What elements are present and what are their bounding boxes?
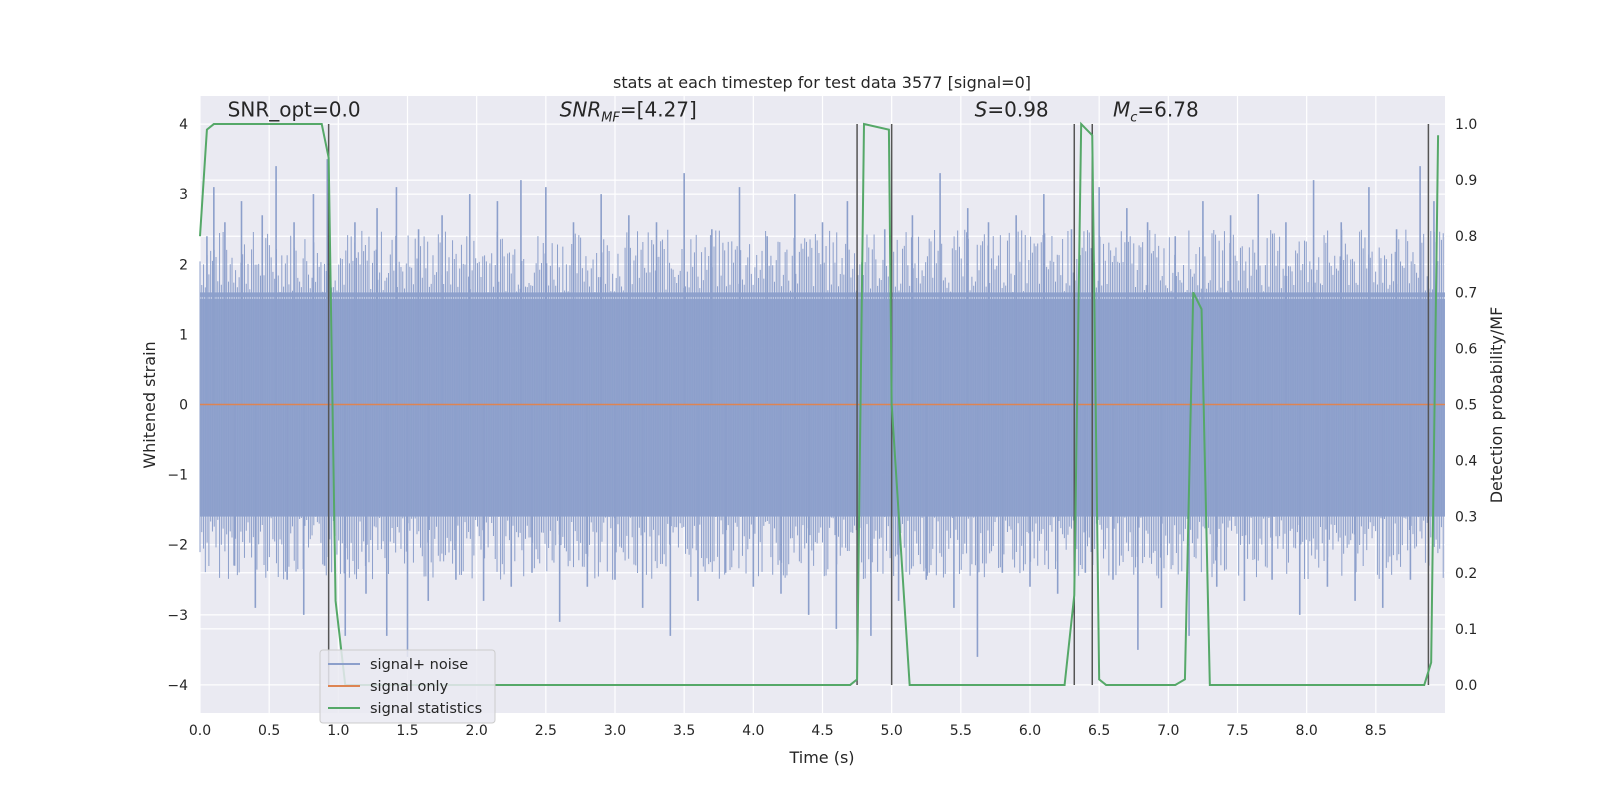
y2-tick-label: 0.9 <box>1455 173 1477 189</box>
annotation-0: SNR_opt=0.0 <box>228 98 361 122</box>
x-tick-label: 5.5 <box>950 723 972 739</box>
y-tick-label: −3 <box>167 608 188 624</box>
x-tick-label: 4.5 <box>811 723 833 739</box>
legend-box <box>319 649 496 724</box>
y-tick-label: 0 <box>179 398 188 414</box>
y2-tick-label: 0.0 <box>1455 678 1477 694</box>
x-tick-label: 1.0 <box>327 723 349 739</box>
stats-layer <box>199 121 1440 686</box>
x-tick-label: 6.0 <box>1019 723 1041 739</box>
x-tick-label: 5.0 <box>881 723 903 739</box>
y2-tick-label: 0.6 <box>1455 341 1477 357</box>
x-tick-label: 8.0 <box>1296 723 1318 739</box>
y2-axis-label: Detection probability/MF <box>1487 307 1506 504</box>
y2-tick-label: 1.0 <box>1455 117 1477 133</box>
x-tick-label: 0.0 <box>189 723 211 739</box>
y2-tick-label: 0.7 <box>1455 285 1477 301</box>
x-tick-label: 7.5 <box>1226 723 1248 739</box>
y2-tick-label: 0.4 <box>1455 454 1477 470</box>
legend-label-signal-statistics: signal statistics <box>370 701 482 717</box>
y-ticks: 4 3 2 1 0 −1 −2 −3 −4 <box>167 117 188 694</box>
x-tick-label: 6.5 <box>1088 723 1110 739</box>
x-tick-label: 3.5 <box>673 723 695 739</box>
x-tick-label: 0.5 <box>258 723 280 739</box>
x-tick-label: 2.5 <box>535 723 557 739</box>
y-tick-label: 3 <box>179 187 188 203</box>
x-tick-label: 4.0 <box>742 723 764 739</box>
annotation-3: Mc=6.78 <box>1113 98 1199 126</box>
x-tick-label: 3.0 <box>604 723 626 739</box>
annotation-2: S=0.98 <box>975 98 1049 122</box>
x-tick-label: 8.5 <box>1365 723 1387 739</box>
y-tick-label: 4 <box>179 117 188 133</box>
y-tick-label: −1 <box>167 468 188 484</box>
annotations: SNR_opt=0.0 SNRMF=[4.27] S=0.98 Mc=6.78 <box>228 98 1199 126</box>
x-axis-label: Time (s) <box>788 748 854 767</box>
traces <box>199 159 1445 657</box>
y-tick-label: −4 <box>167 678 188 694</box>
y2-tick-label: 0.8 <box>1455 229 1477 245</box>
y2-tick-label: 0.1 <box>1455 622 1477 638</box>
y2-tick-label: 0.5 <box>1455 398 1477 414</box>
y2-tick-label: 0.2 <box>1455 566 1477 582</box>
legend-label-signal-noise: signal+ noise <box>370 657 468 673</box>
y-axis-label: Whitened strain <box>140 341 159 468</box>
x-tick-label: 7.0 <box>1157 723 1179 739</box>
legend-label-signal-only: signal only <box>370 679 449 695</box>
chart-title: stats at each timestep for test data 357… <box>613 73 1031 92</box>
y-tick-label: 2 <box>179 257 188 273</box>
y-tick-label: −2 <box>167 538 188 554</box>
signal-statistics-line <box>199 121 1440 686</box>
x-tick-label: 2.0 <box>466 723 488 739</box>
y2-tick-label: 0.3 <box>1455 510 1477 526</box>
y-tick-label: 1 <box>179 327 188 343</box>
legend: signal+ noise signal only signal statist… <box>319 649 496 724</box>
annotation-1: SNRMF=[4.27] <box>560 98 697 126</box>
x-ticks: 0.0 0.5 1.0 1.5 2.0 2.5 3.0 3.5 4.0 4.5 5.0 5.5 6.0 6… <box>189 723 1387 739</box>
y2-ticks: 1.0 0.9 0.8 0.7 0.6 0.5 0.4 0.3 0.2 0.1 0.0 <box>1455 117 1477 694</box>
x-tick-label: 1.5 <box>396 723 418 739</box>
